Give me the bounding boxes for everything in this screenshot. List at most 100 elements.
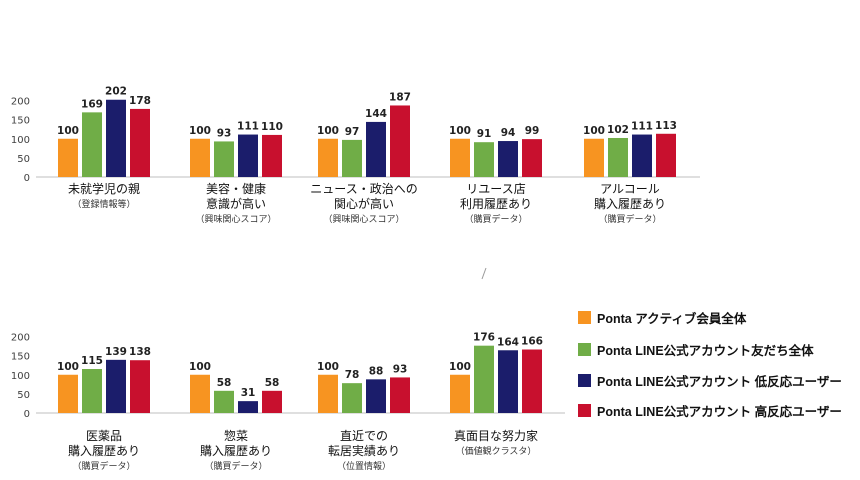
- bar: [342, 139, 362, 177]
- callout-line: [481, 267, 487, 280]
- legend-label: Ponta LINE公式アカウント友だち全体: [597, 343, 814, 358]
- category-label: ニュース・政治への: [310, 182, 417, 196]
- data-label: 113: [655, 120, 677, 132]
- data-label: 100: [57, 361, 79, 373]
- legend-label: Ponta アクティブ会員全体: [597, 311, 747, 326]
- data-label: 99: [525, 125, 540, 137]
- bar: [238, 134, 258, 177]
- y-tick-label: 150: [11, 116, 30, 127]
- data-label: 88: [369, 365, 384, 377]
- data-label: 144: [365, 108, 387, 120]
- data-label: 31: [241, 387, 256, 399]
- bar: [522, 349, 542, 413]
- category-label: 真面目な努力家: [454, 428, 538, 443]
- data-label: 100: [449, 361, 471, 373]
- bar: [262, 390, 282, 413]
- data-label: 115: [81, 355, 103, 367]
- data-label: 100: [189, 125, 211, 137]
- bar: [342, 383, 362, 413]
- bar: [58, 138, 78, 177]
- legend-swatch: [578, 343, 591, 356]
- data-label: 100: [317, 361, 339, 373]
- data-label: 138: [129, 346, 151, 358]
- category-label: 直近での: [340, 429, 388, 443]
- category-label: アルコール: [600, 182, 660, 196]
- category-label: 惣菜: [224, 428, 248, 443]
- bar: [318, 138, 338, 177]
- data-label: 187: [389, 91, 411, 103]
- bar: [522, 139, 542, 177]
- y-tick-label: 200: [11, 97, 30, 108]
- data-label: 91: [477, 128, 492, 140]
- data-label: 58: [217, 377, 232, 389]
- y-tick-label: 0: [24, 409, 30, 420]
- y-tick-label: 200: [11, 333, 30, 344]
- data-label: 100: [449, 125, 471, 137]
- data-label: 164: [497, 336, 519, 348]
- bar: [82, 112, 102, 177]
- data-label: 100: [57, 125, 79, 137]
- category-sublabel: （購買データ）: [464, 213, 527, 225]
- category-sublabel: （購買データ）: [598, 213, 661, 225]
- bar: [190, 138, 210, 177]
- bar: [390, 105, 410, 177]
- data-label: 139: [105, 346, 127, 358]
- data-label: 169: [81, 98, 103, 110]
- data-label: 110: [261, 121, 283, 133]
- legend-swatch: [578, 311, 591, 324]
- data-label: 176: [473, 332, 495, 344]
- category-label: 医薬品: [86, 429, 122, 443]
- category-sublabel: （位置情報）: [337, 460, 391, 472]
- bar: [238, 401, 258, 413]
- bar: [498, 350, 518, 413]
- category-label: 関心が高い: [334, 196, 394, 211]
- bar: [632, 134, 652, 177]
- bar: [130, 108, 150, 177]
- bar: [450, 374, 470, 413]
- bar: [608, 137, 628, 177]
- bar: [318, 374, 338, 413]
- category-label: 転居実績あり: [328, 443, 400, 458]
- bar: [262, 134, 282, 177]
- category-label: リユース店: [466, 182, 525, 196]
- bar: [366, 379, 386, 413]
- category-sublabel: （購買データ）: [72, 460, 135, 472]
- y-tick-label: 150: [11, 352, 30, 363]
- category-sublabel: （興味関心スコア）: [323, 213, 404, 225]
- bar: [498, 141, 518, 177]
- category-label: 未就学児の親: [68, 181, 140, 196]
- data-label: 58: [265, 377, 280, 389]
- data-label: 78: [345, 369, 360, 381]
- data-label: 166: [521, 336, 543, 348]
- bar: [474, 142, 494, 177]
- bar: [656, 133, 676, 177]
- legend-swatch: [578, 404, 591, 417]
- bar: [214, 390, 234, 413]
- legend-label: Ponta LINE公式アカウント 高反応ユーザー: [597, 404, 842, 419]
- bar: [190, 374, 210, 413]
- category-label: 意識が高い: [206, 196, 266, 211]
- data-label: 100: [317, 125, 339, 137]
- data-label: 97: [345, 126, 360, 138]
- data-label: 111: [631, 121, 653, 133]
- data-label: 102: [607, 124, 629, 136]
- y-tick-label: 50: [17, 154, 30, 165]
- bar: [106, 359, 126, 413]
- bar: [366, 121, 386, 177]
- bar: [474, 345, 494, 413]
- bar: [390, 377, 410, 413]
- data-label: 100: [583, 125, 605, 137]
- legend-swatch: [578, 374, 591, 387]
- legend-label: Ponta LINE公式アカウント 低反応ユーザー: [597, 374, 842, 389]
- bar: [130, 360, 150, 413]
- bar: [214, 141, 234, 177]
- category-label: 購入履歴あり: [594, 197, 666, 211]
- data-label: 93: [393, 363, 408, 375]
- category-sublabel: （興味関心スコア）: [195, 213, 276, 225]
- category-sublabel: （購買データ）: [204, 460, 267, 472]
- y-tick-label: 100: [11, 135, 30, 146]
- data-label: 111: [237, 121, 259, 133]
- category-label: 美容・健康: [206, 181, 266, 196]
